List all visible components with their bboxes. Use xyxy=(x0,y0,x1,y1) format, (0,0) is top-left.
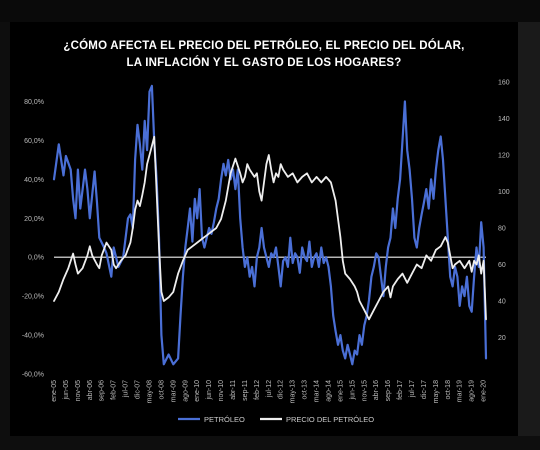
top-band xyxy=(0,0,540,22)
x-tick-label: feb-12 xyxy=(254,380,261,400)
x-tick-label: jul-17 xyxy=(409,380,416,398)
chart-svg: 80,0% 60,0% 40,0% 20,0% 0,0% -20,0% -40,0% -60,… xyxy=(22,80,510,425)
x-tick-label: jun-15 xyxy=(349,380,356,401)
x-tick-label: ene-10 xyxy=(194,380,201,402)
series-group xyxy=(52,84,488,366)
chart-title-line-2: LA INFLACIÓN Y EL GASTO DE LOS HOGARES? xyxy=(126,57,402,69)
x-tick-label: nov-15 xyxy=(361,380,368,402)
x-tick-label: may-13 xyxy=(290,380,297,403)
chart-title: ¿CÓMO AFECTA EL PRECIO DEL PETRÓLEO, EL … xyxy=(10,38,518,72)
legend: PETRÓLEO PRECIO DEL PETRÓLEO xyxy=(178,415,374,424)
y-right-tick-label: 160 xyxy=(498,80,510,87)
x-tick-label: mar-09 xyxy=(170,380,177,402)
y-left-tick-label: 80,0% xyxy=(24,99,44,106)
x-tick-label: dic-12 xyxy=(278,380,285,399)
y-axis-right: 160 140 120 100 80 60 40 20 xyxy=(498,80,510,343)
x-tick-label: abr-16 xyxy=(373,380,380,400)
right-edge xyxy=(518,22,540,436)
y-right-tick-label: 120 xyxy=(498,153,510,160)
x-tick-label: sep-16 xyxy=(385,380,392,402)
x-tick-label: jul-12 xyxy=(266,380,273,398)
y-left-tick-label: -60,0% xyxy=(22,372,44,379)
x-tick-label: nov-10 xyxy=(218,380,225,402)
y-left-tick-label: 0,0% xyxy=(28,255,44,262)
x-tick-label: abr-06 xyxy=(87,380,94,400)
y-right-tick-label: 60 xyxy=(498,262,506,269)
x-tick-label: mar-14 xyxy=(314,380,321,402)
x-tick-label: mar-19 xyxy=(457,380,464,402)
legend-label: PETRÓLEO xyxy=(204,415,245,424)
x-tick-label: ago-14 xyxy=(325,380,332,402)
y-left-tick-label: 40,0% xyxy=(24,177,44,184)
y-right-tick-label: 100 xyxy=(498,189,510,196)
x-tick-label: oct-13 xyxy=(302,380,309,400)
y-right-tick-label: 140 xyxy=(498,116,510,123)
y-left-tick-label: -20,0% xyxy=(22,294,44,301)
x-tick-label: oct-08 xyxy=(158,380,165,400)
y-axis-left: 80,0% 60,0% 40,0% 20,0% 0,0% -20,0% -40,0% -60,… xyxy=(22,99,44,379)
x-tick-label: dic-07 xyxy=(135,380,142,399)
x-tick-label: nov-05 xyxy=(75,380,82,402)
chart-title-line-1: ¿CÓMO AFECTA EL PRECIO DEL PETRÓLEO, EL … xyxy=(63,40,465,52)
x-tick-label: may-18 xyxy=(433,380,440,403)
y-left-tick-label: -40,0% xyxy=(22,333,44,340)
x-tick-label: jun-05 xyxy=(63,380,70,401)
x-tick-label: jul-07 xyxy=(123,380,130,398)
series-line-precio-del-petroleo xyxy=(53,135,487,321)
y-left-tick-label: 20,0% xyxy=(24,216,44,223)
x-tick-label: ene-05 xyxy=(51,380,58,402)
x-tick-label: ago-19 xyxy=(469,380,476,402)
x-tick-label: feb-17 xyxy=(397,380,404,400)
x-tick-label: abr-11 xyxy=(230,380,237,400)
x-tick-label: ago-09 xyxy=(182,380,189,402)
x-tick-label: ene-15 xyxy=(337,380,344,402)
chart-slide: ¿CÓMO AFECTA EL PRECIO DEL PETRÓLEO, EL … xyxy=(10,22,518,436)
x-tick-label: sep-06 xyxy=(99,380,106,402)
x-tick-label: ene-20 xyxy=(481,380,488,402)
x-axis: ene-05 jun-05 nov-05 abr-06 sep-06 feb-07 jul-… xyxy=(51,380,488,403)
y-right-tick-label: 80 xyxy=(498,226,506,233)
x-tick-label: sep-11 xyxy=(242,380,249,401)
series-line-petroleo xyxy=(52,84,488,366)
y-right-tick-label: 40 xyxy=(498,299,506,306)
x-tick-label: may-08 xyxy=(146,380,153,403)
x-tick-label: dic-17 xyxy=(421,380,428,399)
legend-label: PRECIO DEL PETRÓLEO xyxy=(286,415,374,424)
y-right-tick-label: 20 xyxy=(498,335,506,342)
x-tick-label: jun-10 xyxy=(206,380,213,401)
y-left-tick-label: 60,0% xyxy=(24,138,44,145)
x-tick-label: feb-07 xyxy=(111,380,118,400)
x-tick-label: oct-18 xyxy=(445,380,452,400)
